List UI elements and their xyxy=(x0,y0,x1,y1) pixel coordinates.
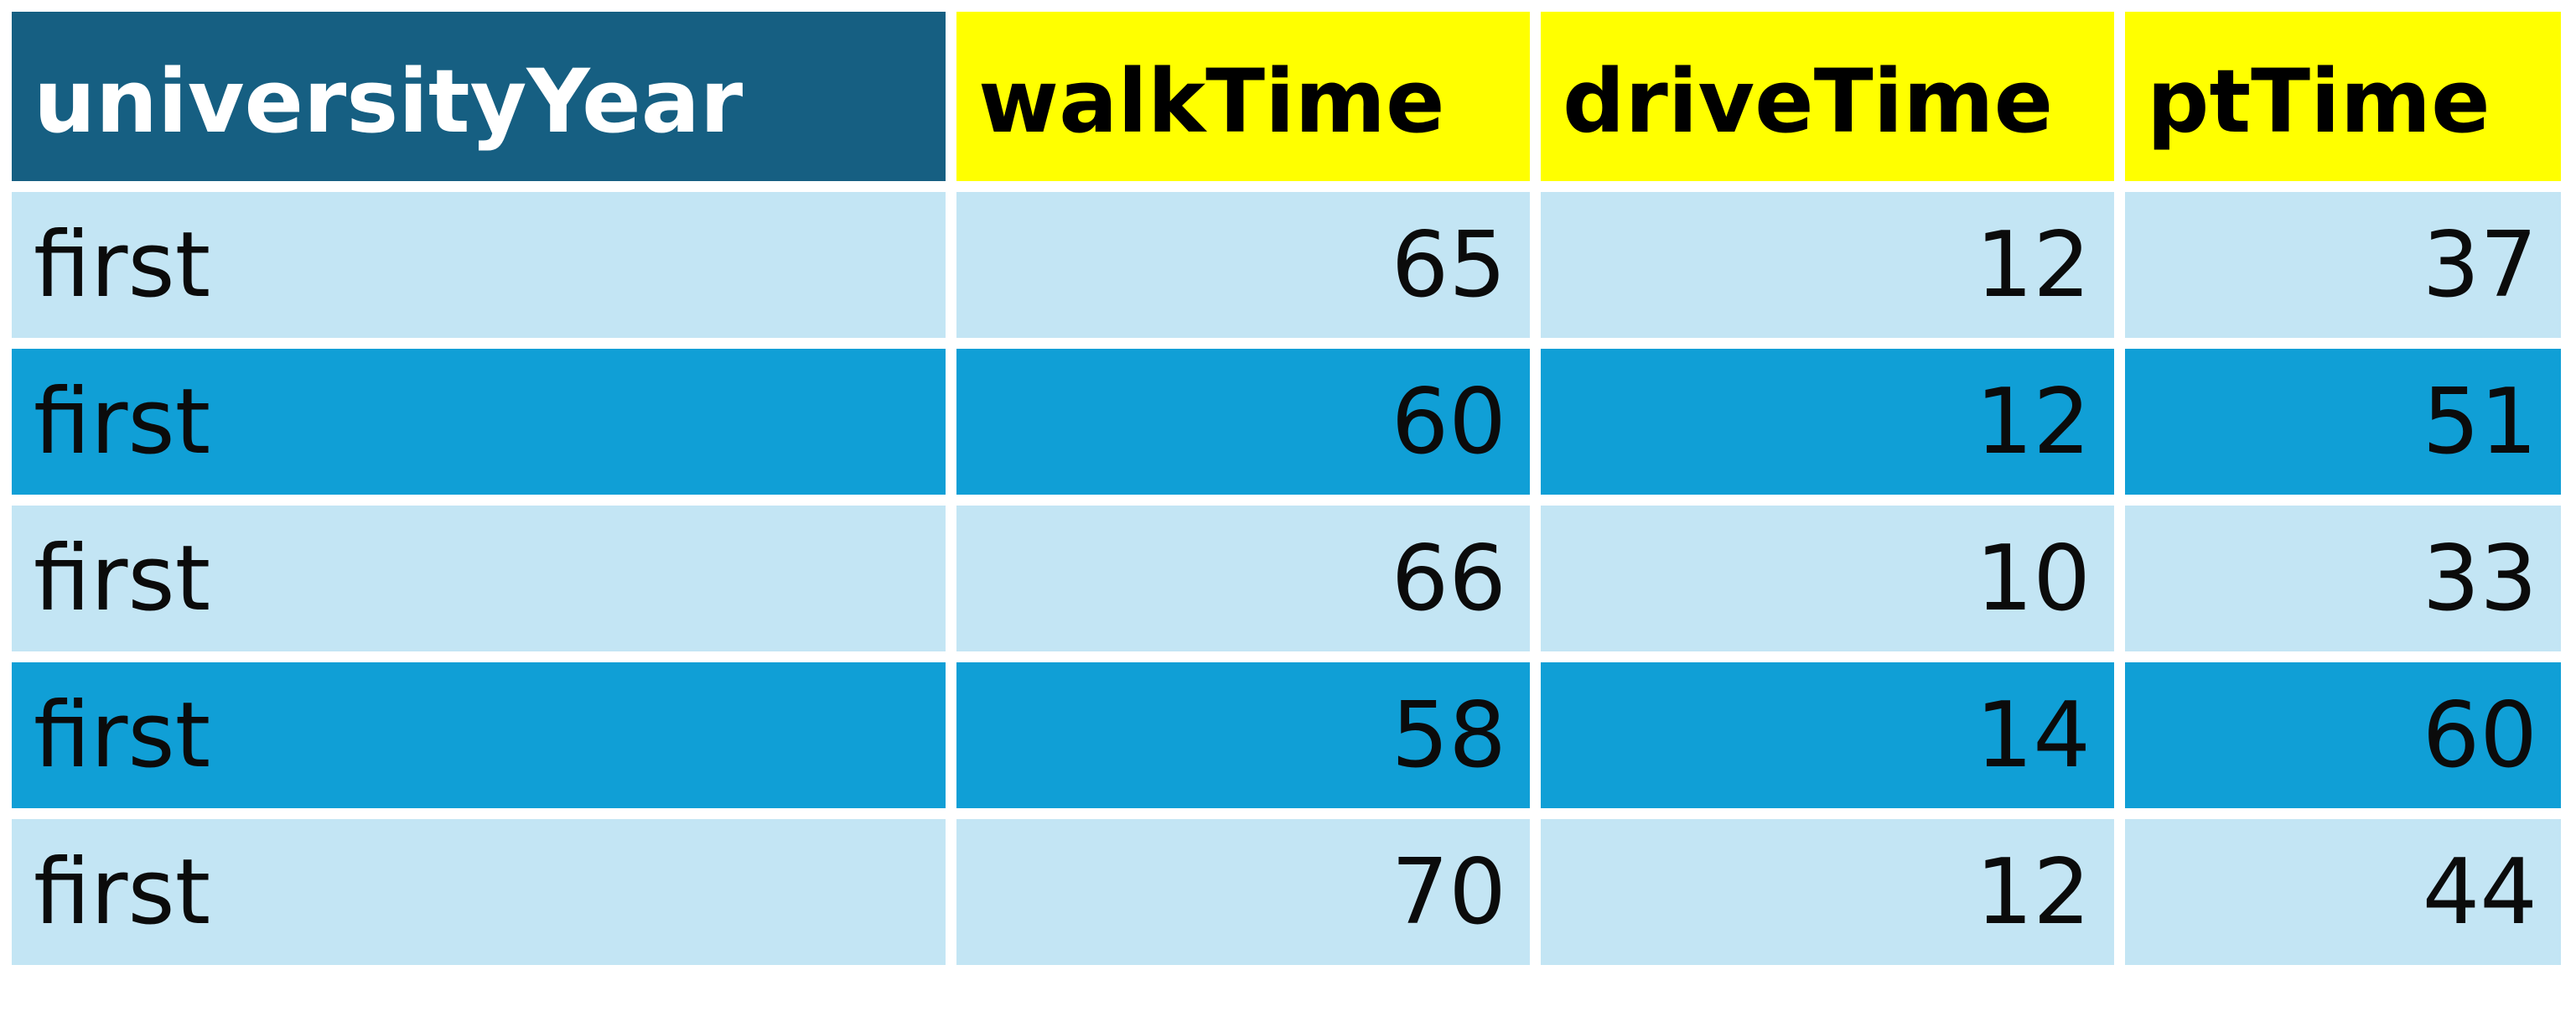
table-cell: 10 xyxy=(1541,506,2114,651)
table-cell: 66 xyxy=(956,506,1530,651)
table-cell: 14 xyxy=(1541,662,2114,808)
data-table: universityYear walkTime driveTime ptTime… xyxy=(12,12,2561,965)
table-cell: first xyxy=(12,506,946,651)
table-cell: first xyxy=(12,349,946,495)
table-cell: 65 xyxy=(956,192,1530,338)
column-header-universityYear: universityYear xyxy=(12,12,946,181)
table-cell: 12 xyxy=(1541,192,2114,338)
table-cell: 33 xyxy=(2125,506,2561,651)
table-cell: first xyxy=(12,819,946,965)
table-cell: 12 xyxy=(1541,349,2114,495)
table-cell: 37 xyxy=(2125,192,2561,338)
table-cell: 60 xyxy=(956,349,1530,495)
table-cell: first xyxy=(12,192,946,338)
column-header-driveTime: driveTime xyxy=(1541,12,2114,181)
table-cell: 12 xyxy=(1541,819,2114,965)
column-header-ptTime: ptTime xyxy=(2125,12,2561,181)
column-header-walkTime: walkTime xyxy=(956,12,1530,181)
table-cell: 60 xyxy=(2125,662,2561,808)
table-cell: 70 xyxy=(956,819,1530,965)
table-cell: 51 xyxy=(2125,349,2561,495)
table-cell: 44 xyxy=(2125,819,2561,965)
table-cell: 58 xyxy=(956,662,1530,808)
table-cell: first xyxy=(12,662,946,808)
